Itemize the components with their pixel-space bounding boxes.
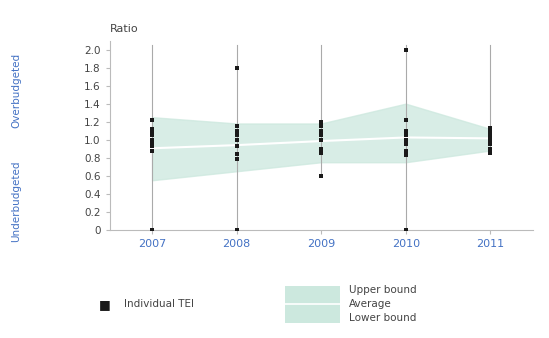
Text: Lower bound: Lower bound (349, 313, 416, 323)
Text: Ratio: Ratio (110, 24, 138, 34)
Text: Individual TEI: Individual TEI (124, 299, 194, 309)
Text: Average: Average (349, 299, 391, 309)
Text: Underbudgeted: Underbudgeted (12, 160, 21, 242)
Text: Upper bound: Upper bound (349, 285, 416, 295)
Text: ■: ■ (98, 298, 110, 311)
Text: Overbudgeted: Overbudgeted (12, 53, 21, 128)
